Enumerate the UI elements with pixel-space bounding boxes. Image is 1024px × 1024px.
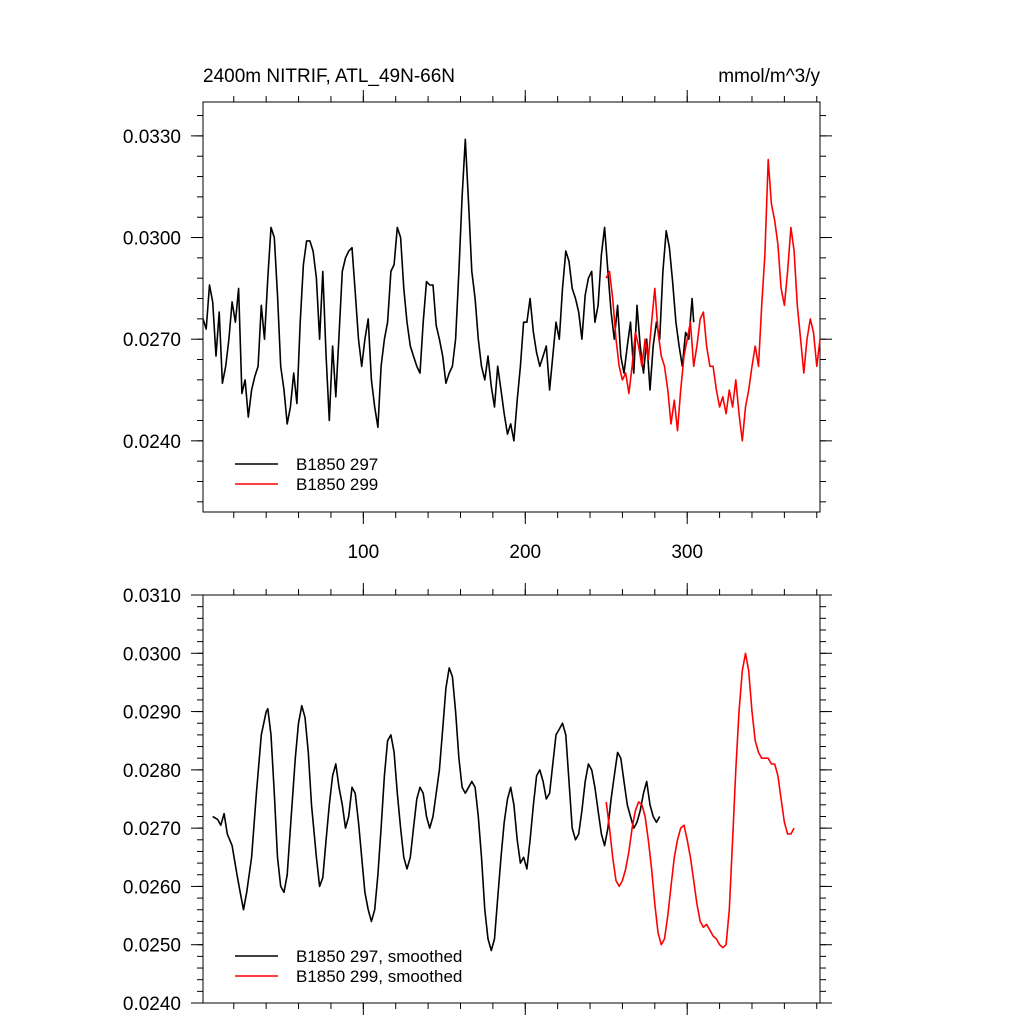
y-tick-label: 0.0250 bbox=[123, 936, 181, 957]
y-tick-label: 0.0300 bbox=[123, 229, 181, 250]
y-tick-label: 0.0270 bbox=[123, 330, 181, 351]
legend-label-1: B1850 297, smoothed bbox=[296, 947, 462, 966]
legend-label-2: B1850 299, smoothed bbox=[296, 967, 462, 986]
bottom-plot-frame bbox=[202, 594, 821, 1004]
y-tick-label: 0.0280 bbox=[123, 761, 181, 782]
series-line-1 bbox=[212, 667, 661, 952]
bottom-axis-ticks: 0.0240 0.0250 0.0260 0.0270 0.0280 0.0290 0.03… bbox=[123, 583, 832, 1015]
y-tick-label: 0.0290 bbox=[123, 703, 181, 724]
x-tick-label: 100 bbox=[347, 542, 379, 563]
series-line-2 bbox=[605, 158, 821, 442]
series-line-1 bbox=[202, 138, 695, 442]
legend-label-2: B1850 299 bbox=[296, 475, 378, 494]
top-panel: 2400m NITRIF, ATL_49N-66N mmol/m^3/y 0.0… bbox=[123, 66, 832, 563]
top-plot-frame bbox=[202, 101, 821, 513]
y-tick-label: 0.0240 bbox=[123, 994, 181, 1015]
chart-title: 2400m NITRIF, ATL_49N-66N bbox=[203, 66, 455, 87]
y-tick-label: 0.0330 bbox=[123, 127, 181, 148]
y-tick-label: 0.0310 bbox=[123, 586, 181, 607]
chart-units-label: mmol/m^3/y bbox=[718, 66, 820, 87]
bottom-panel: 0.0240 0.0250 0.0260 0.0270 0.0280 0.0290 0.03… bbox=[123, 583, 832, 1015]
top-series-lines bbox=[202, 138, 821, 442]
series-line-2 bbox=[605, 652, 795, 949]
x-tick-label: 300 bbox=[671, 542, 703, 563]
x-tick-label: 200 bbox=[509, 542, 541, 563]
y-tick-label: 0.0240 bbox=[123, 432, 181, 453]
top-axis-ticks: 0.0240 0.0270 0.0300 0.0330 100 200 300 bbox=[123, 90, 832, 563]
legend-label-1: B1850 297 bbox=[296, 455, 378, 474]
y-tick-label: 0.0300 bbox=[123, 644, 181, 665]
bottom-series-lines bbox=[212, 652, 795, 952]
y-tick-label: 0.0260 bbox=[123, 877, 181, 898]
y-tick-label: 0.0270 bbox=[123, 819, 181, 840]
